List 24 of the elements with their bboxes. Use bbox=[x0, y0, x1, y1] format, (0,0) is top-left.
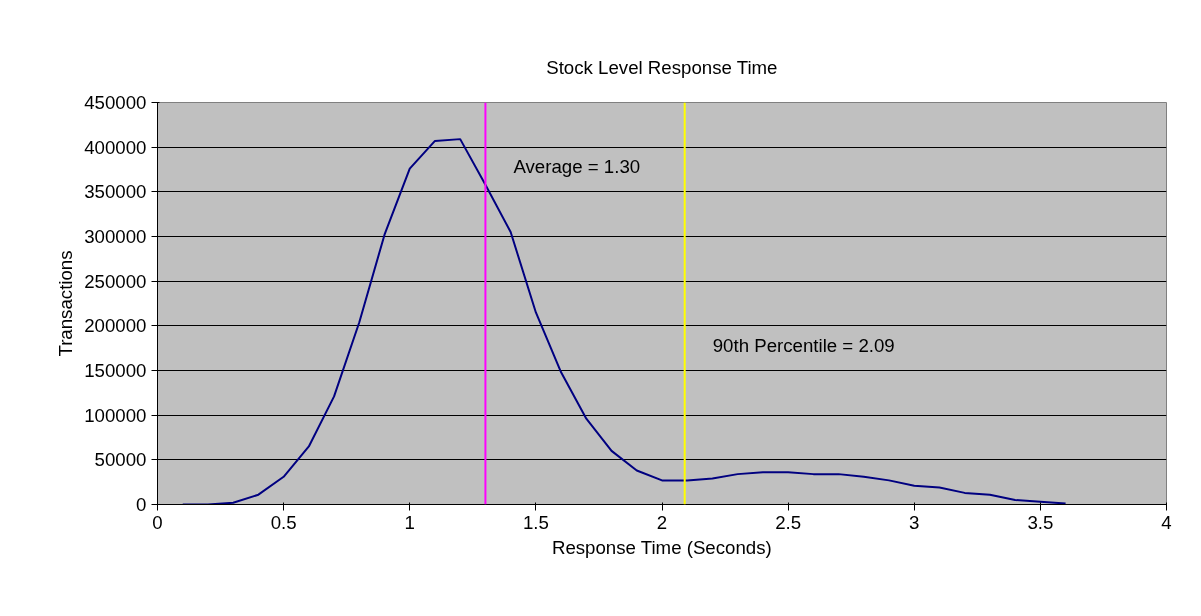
x-tick-label: 2.5 bbox=[775, 511, 802, 533]
x-tick-label: 0.5 bbox=[270, 511, 297, 533]
y-tick-label: 150000 bbox=[84, 360, 147, 381]
y-tick-label: 200000 bbox=[84, 315, 147, 337]
y-tick-label: 100000 bbox=[84, 404, 147, 426]
annotation: 90th Percentile = 2.09 bbox=[712, 334, 895, 356]
x-axis-title: Response Time (Seconds) bbox=[551, 536, 772, 558]
x-tick-label: 3 bbox=[909, 511, 920, 533]
chart-title: Stock Level Response Time bbox=[546, 56, 778, 78]
x-tick-label: 1 bbox=[404, 511, 415, 533]
x-tick-label: 1.5 bbox=[522, 511, 549, 533]
y-tick-label: 350000 bbox=[84, 181, 147, 203]
x-tick-label: 2 bbox=[656, 511, 668, 533]
x-tick-label: 0 bbox=[152, 511, 163, 533]
y-tick-label: 250000 bbox=[84, 270, 147, 292]
y-tick-label: 400000 bbox=[84, 136, 147, 158]
y-tick-label: 300000 bbox=[84, 226, 147, 247]
x-tick-label: 3.5 bbox=[1027, 511, 1054, 533]
y-tick-label: 0 bbox=[136, 494, 147, 515]
y-tick-label: 50000 bbox=[94, 449, 147, 471]
y-tick-label: 450000 bbox=[84, 92, 147, 113]
annotation: Average = 1.30 bbox=[513, 156, 641, 178]
y-axis-title: Transactions bbox=[55, 250, 77, 357]
x-tick-label: 4 bbox=[1161, 511, 1172, 533]
